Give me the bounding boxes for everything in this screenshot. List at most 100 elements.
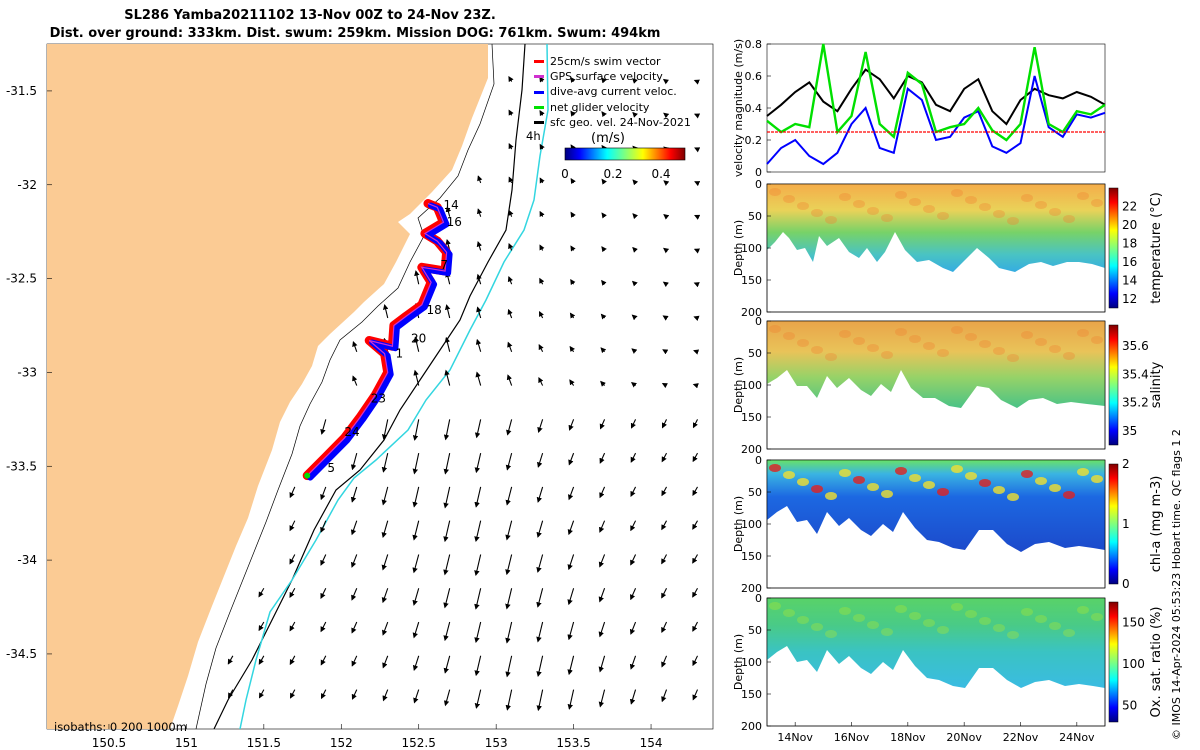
- velocity-arrow: [507, 275, 513, 285]
- velocity-arrow: [692, 655, 699, 667]
- heatmap-blob: [867, 621, 879, 629]
- velocity-arrow: [289, 486, 296, 499]
- x-tick-label: 153: [485, 736, 508, 750]
- x-tick-label: 20Nov: [946, 731, 982, 744]
- y-tick-label: 200: [741, 582, 762, 595]
- heatmap-blob: [1007, 493, 1019, 501]
- velocity-arrow: [630, 381, 637, 388]
- day-label: 20: [411, 331, 426, 345]
- y-tick-label: 50: [748, 347, 762, 360]
- heatmap-blob: [1049, 208, 1061, 216]
- velocity-arrow: [661, 587, 668, 599]
- track-start-marker: [304, 472, 311, 479]
- velocity-arrow: [320, 621, 327, 633]
- velocity-arrow: [567, 588, 575, 606]
- y-tick-label: 200: [741, 306, 762, 319]
- velocity-arrow: [600, 347, 607, 354]
- y-tick-label: -34.5: [6, 647, 37, 661]
- velocity-arrow: [443, 453, 451, 475]
- legend-swatch: [534, 120, 544, 124]
- velocity-arrow: [692, 486, 698, 496]
- y-tick-label: 0: [755, 178, 762, 191]
- heatmap-blob: [965, 333, 977, 341]
- velocity-arrow: [412, 453, 420, 475]
- legend-item: sfc geo. vel. 24-Nov-2021: [534, 115, 691, 130]
- colorbar-tick-label: 0: [1122, 577, 1130, 591]
- heatmap-blob: [853, 337, 865, 345]
- velocity-arrow: [570, 278, 576, 286]
- velocity-arrow: [600, 380, 606, 387]
- velocity-arrow: [412, 621, 420, 639]
- velocity-arrow: [381, 588, 389, 604]
- velocity-arrow: [536, 554, 544, 573]
- x-tick-label: 151.5: [247, 736, 281, 750]
- heatmap-blob: [909, 612, 921, 620]
- legend-label: GPS surface velocity: [550, 70, 663, 84]
- velocity-arrow: [567, 655, 575, 676]
- velocity-arrow: [599, 520, 606, 533]
- x-tick-label: 22Nov: [1003, 731, 1039, 744]
- x-tick-label: 24Nov: [1059, 731, 1095, 744]
- heatmap-blob: [881, 351, 893, 359]
- colorbar-tick-label: 35.6: [1122, 339, 1149, 353]
- heatmap-blob: [1007, 217, 1019, 225]
- velocity-arrow: [413, 689, 420, 704]
- velocity-arrow: [505, 689, 513, 711]
- legend-swatch: [534, 60, 544, 64]
- heatmap-blob: [1035, 201, 1047, 209]
- heatmap-blob: [797, 339, 809, 347]
- velocity-arrow: [632, 111, 639, 118]
- velocity-arrow: [258, 655, 265, 665]
- day-label: 14: [444, 198, 459, 212]
- y-tick-label: 150: [741, 274, 762, 287]
- heatmap-blob: [811, 346, 823, 354]
- y-tick-label: -33: [17, 365, 37, 379]
- heatmap-blob: [909, 474, 921, 482]
- velocity-arrow: [661, 452, 668, 463]
- heatmap-blob: [965, 196, 977, 204]
- velocity-arrow: [351, 621, 358, 634]
- heatmap-blob: [881, 214, 893, 222]
- velocity-panel: 0 0.2 0.4 0.6 0.8 velocity magnitude (m/s): [732, 38, 1106, 179]
- velocity-arrow: [692, 689, 699, 701]
- velocity-arrow: [567, 621, 575, 641]
- legend-item: dive-avg current veloc.: [534, 84, 691, 99]
- heatmap-blob: [783, 471, 795, 479]
- velocity-arrow: [693, 113, 701, 119]
- velocity-arrow: [629, 621, 637, 635]
- velocity-arrow: [508, 209, 514, 217]
- depth-ylabel: Depth (m): [732, 357, 745, 413]
- y-tick-label: 0.8: [745, 38, 763, 51]
- x-tick-label: 150.5: [92, 736, 126, 750]
- velocity-arrow: [539, 110, 545, 117]
- heatmap-blob: [1077, 468, 1089, 476]
- velocity-arrow: [661, 486, 668, 497]
- velocity-arrow: [505, 655, 513, 678]
- velocity-arrow: [570, 211, 576, 218]
- heatmap-blob: [909, 335, 921, 343]
- velocity-arrow: [599, 486, 606, 499]
- day-label: 18: [426, 303, 441, 317]
- velocity-arrow: [693, 315, 700, 321]
- velocity-arrow: [412, 655, 420, 671]
- velocity-arrow: [600, 313, 607, 320]
- velocity-arrow: [536, 689, 544, 712]
- heatmap-blob: [1021, 331, 1033, 339]
- heatmap-blob: [867, 483, 879, 491]
- heatmap-blob: [1063, 491, 1075, 499]
- heatmap-blob: [783, 195, 795, 203]
- legend-swatch: [534, 75, 544, 79]
- velocity-arrow: [352, 340, 358, 352]
- velocity-arrow: [259, 689, 265, 699]
- salinity-panel: 0 50 100 150 200 Depth (m) 35 35.2 35.4 35.6salin…: [732, 315, 1164, 456]
- colorbar-tick-label: 18: [1122, 236, 1137, 250]
- heatmap-blob: [769, 325, 781, 333]
- heatmap-blob: [965, 472, 977, 480]
- velocity-arrow: [567, 554, 575, 571]
- velocity-arrow: [508, 242, 514, 251]
- y-tick-label: 0.6: [745, 70, 763, 83]
- heatmap-blob: [825, 353, 837, 361]
- velocity-arrow: [350, 554, 358, 568]
- depth-ylabel: Depth (m): [732, 634, 745, 690]
- velocity-arrow: [662, 349, 669, 355]
